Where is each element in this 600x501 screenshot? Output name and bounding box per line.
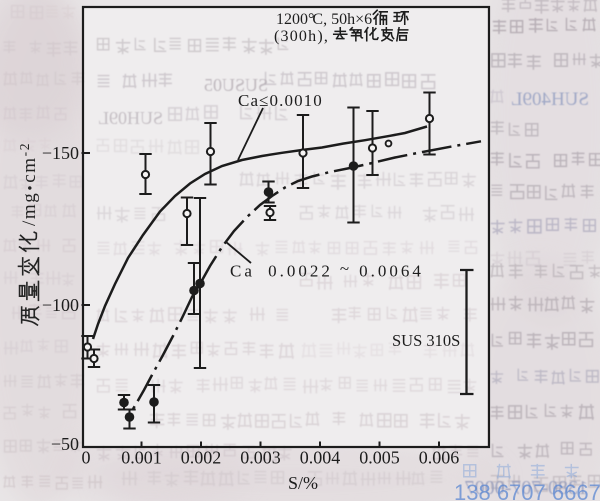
svg-text:SUSU05: SUSU05: [204, 75, 268, 95]
svg-text:0.004: 0.004: [300, 448, 341, 468]
svg-text:Ca≤0.0010: Ca≤0.0010: [238, 91, 323, 110]
svg-text:SUS 310S: SUS 310S: [392, 331, 460, 350]
svg-text:Ca 0.0022~0.0064: Ca 0.0022 ~0.0064: [230, 259, 424, 281]
svg-text:0.006: 0.006: [419, 448, 460, 468]
svg-text:−50: −50: [51, 434, 79, 454]
svg-text:SUH409L: SUH409L: [511, 89, 589, 110]
svg-text:−150: −150: [42, 143, 79, 163]
svg-text:SUH09L: SUH09L: [98, 108, 163, 128]
svg-text:0.002: 0.002: [181, 448, 222, 468]
svg-text:0.005: 0.005: [359, 448, 400, 468]
svg-text:0: 0: [82, 448, 91, 468]
svg-text:/mg•cm-2: /mg•cm-2: [17, 142, 40, 226]
svg-text:138 6707 6667: 138 6707 6667: [454, 480, 600, 501]
svg-text:−100: −100: [42, 295, 79, 315]
svg-text:0.003: 0.003: [240, 448, 281, 468]
svg-text:0.001: 0.001: [121, 448, 162, 468]
svg-text:(300h),: (300h),: [274, 28, 329, 45]
svg-text:1200°C, 50h×6: 1200°C, 50h×6: [276, 11, 372, 28]
svg-text:S/%: S/%: [288, 473, 318, 493]
svg-text:1380-707-0007: 1380-707-0007: [465, 477, 588, 499]
